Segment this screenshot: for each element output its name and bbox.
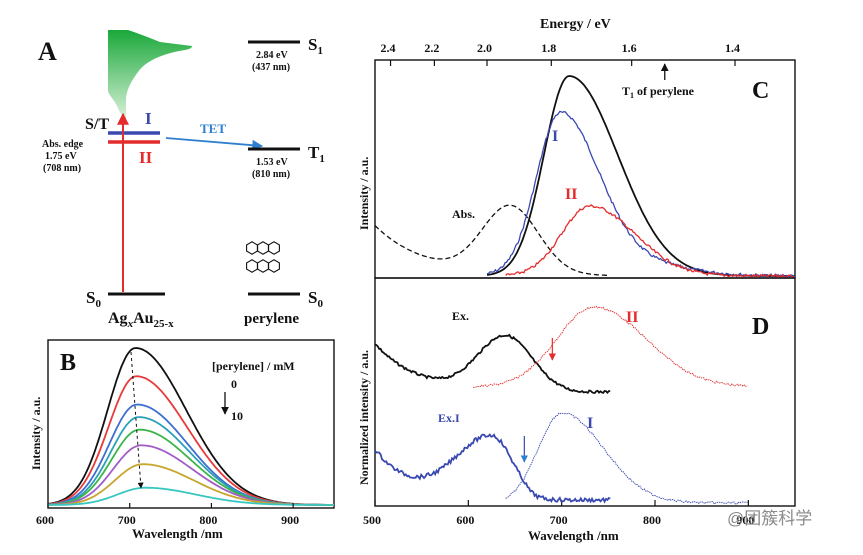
- panel-c-ii-line: [505, 204, 795, 279]
- panel-d-ex-i-line: [374, 433, 611, 504]
- panel-b-x-label: Wavelength /nm: [132, 526, 223, 541]
- panel-c-letter: C: [752, 78, 769, 104]
- abs-edge-nm: (708 nm): [43, 163, 81, 174]
- watermark: @团簇科学: [727, 509, 812, 528]
- level-ii-label: II: [139, 148, 153, 167]
- donor-label: AgxAu25-x: [108, 310, 174, 330]
- abs-edge-label: Abs. edge: [42, 139, 84, 150]
- panel-d-x-label: Wavelength /nm: [528, 528, 619, 543]
- panel-c-y-label: Intensity / a.u.: [357, 157, 371, 230]
- panel-d-label-ii: II: [626, 309, 638, 326]
- panel-c-top-tick-label: 2.0: [477, 41, 492, 55]
- panel-c-i-line: [486, 110, 796, 279]
- perylene-ring: [268, 241, 280, 255]
- panel-d-ii-line: [472, 305, 748, 388]
- panel-c-t1-annotation: T1 of perylene: [622, 84, 695, 100]
- panel-d-y-label: Normalized intensity / a.u.: [357, 350, 371, 485]
- panel-d: 500 600 700 800 900 D Ex. II Ex.I I Waveleng…: [357, 277, 796, 543]
- panel-b-x-tick-label: 800: [199, 513, 217, 527]
- level-i-label: I: [145, 109, 152, 128]
- panel-b-x-tick-label: 900: [281, 513, 299, 527]
- s0-label: S0: [86, 288, 101, 310]
- panel-d-x-tick-label: 600: [456, 513, 474, 527]
- panel-d-x-tick-label: 800: [643, 513, 661, 527]
- panel-c-top-tick-label: 1.8: [541, 41, 556, 55]
- panel-b: 600 700 800 900 B [perylene] / mM 0 10 Wave…: [29, 339, 335, 541]
- s1-nm: (437 nm): [252, 62, 290, 73]
- perylene-ring: [257, 259, 269, 273]
- panel-c-top-ticks: 2.4 2.2 2.0 1.8 1.6 1.4: [381, 41, 740, 66]
- panel-d-frame: [374, 277, 796, 507]
- panel-c-label-i: I: [552, 128, 558, 145]
- t1-label: T1: [308, 143, 325, 165]
- panel-c-label-ii: II: [565, 186, 577, 203]
- panel-a: A S/T I II Abs. edge 1.75 eV (708 nm) TE…: [38, 30, 325, 330]
- panel-d-i-line: [505, 412, 748, 505]
- abs-edge-energy: 1.75 eV: [45, 151, 77, 162]
- panel-b-curves: [47, 347, 335, 506]
- panel-c-top-tick-label: 1.4: [725, 41, 740, 55]
- perylene-structure-icon: [246, 241, 280, 273]
- panel-a-letter: A: [38, 37, 57, 66]
- panel-d-curves: [374, 305, 748, 505]
- s1-energy: 2.84 eV: [256, 50, 288, 61]
- panel-b-x-tick-label: 700: [118, 513, 136, 527]
- panel-b-series-line: [48, 486, 334, 506]
- panel-c-top-axis-label: Energy / eV: [540, 17, 611, 32]
- panel-d-ex-line: [374, 333, 611, 395]
- perylene-ring: [268, 259, 280, 273]
- panel-c-top-tick-label: 2.4: [381, 41, 396, 55]
- panel-d-x-tick-label: 500: [363, 513, 381, 527]
- green-absorption-band: [108, 30, 192, 118]
- panel-b-frame: [47, 339, 335, 509]
- panel-c-top-tick-label: 1.6: [622, 41, 637, 55]
- tet-label: TET: [200, 121, 226, 136]
- perylene-ring: [246, 259, 258, 273]
- panel-d-label-i: I: [587, 415, 593, 432]
- t1-nm: (810 nm): [252, 169, 290, 180]
- panel-d-label-ex: Ex.: [452, 309, 469, 323]
- panel-c-top-tick-label: 2.2: [424, 41, 439, 55]
- s-t-label: S/T: [85, 116, 109, 133]
- acceptor-label: perylene: [244, 311, 299, 327]
- panel-b-letter: B: [60, 350, 76, 376]
- s0b-label: S0: [308, 288, 323, 310]
- panel-c-abs-line: [374, 204, 609, 276]
- panel-d-x-tick-label: 700: [550, 513, 568, 527]
- panel-b-legend-title: [perylene] / mM: [212, 359, 295, 373]
- panel-c-total-line: [486, 75, 795, 277]
- panel-d-label-ex-i: Ex.I: [438, 411, 460, 425]
- panel-d-letter: D: [752, 314, 769, 340]
- panel-b-x-tick-label: 600: [36, 513, 54, 527]
- tet-arrow: [165, 137, 264, 151]
- panel-c: 2.4 2.2 2.0 1.8 1.6 1.4 Energy / eV T1 of per…: [357, 17, 796, 279]
- t1-energy: 1.53 eV: [256, 157, 288, 168]
- panel-b-legend-to: 10: [231, 409, 243, 423]
- panel-d-x-ticks: 500 600 700 800 900: [363, 500, 754, 527]
- perylene-ring: [257, 241, 269, 255]
- perylene-ring: [246, 241, 258, 255]
- panel-c-label-abs: Abs.: [452, 207, 475, 221]
- s1-label: S1: [308, 35, 323, 57]
- panel-b-y-label: Intensity / a.u.: [29, 397, 43, 470]
- panel-d-x-tick-label: 900: [736, 513, 754, 527]
- panel-b-x-ticks: 600 700 800 900: [36, 503, 299, 527]
- panel-c-frame: [374, 59, 796, 279]
- panel-b-legend-from: 0: [231, 377, 237, 391]
- panel-c-curves: [374, 75, 796, 279]
- panel-b-peak-shift-arrow: [130, 351, 144, 489]
